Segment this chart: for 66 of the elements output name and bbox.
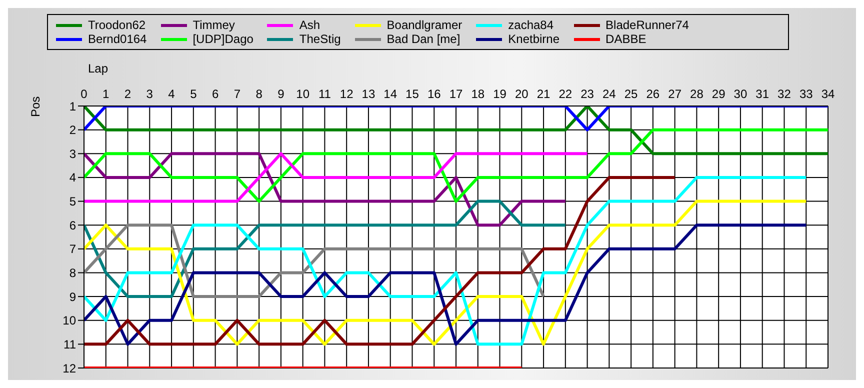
x-tick-label: 4 [168, 87, 176, 101]
y-axis-title: Pos [28, 96, 42, 117]
legend-label: Troodon62 [88, 18, 146, 32]
x-tick-label: 25 [624, 87, 638, 101]
line-series [84, 200, 567, 298]
x-tick-label: 30 [734, 87, 748, 101]
legend-label: Boandlgramer [386, 18, 462, 32]
x-tick-label: 7 [234, 87, 241, 101]
x-tick-label: 23 [580, 87, 594, 101]
x-tick-label: 2 [124, 87, 132, 101]
x-tick-label: 12 [340, 87, 354, 101]
x-tick-label: 15 [406, 87, 420, 101]
legend-label: Bernd0164 [88, 32, 147, 46]
y-tick-label: 7 [69, 242, 76, 256]
y-tick-label: 1 [69, 99, 76, 114]
x-tick-label: 21 [536, 87, 551, 101]
x-tick-label: 31 [756, 87, 770, 101]
y-tick-label: 5 [69, 194, 76, 209]
x-tick-label: 20 [514, 87, 529, 101]
x-tick-label: 26 [646, 87, 660, 101]
y-tick-label: 9 [69, 290, 76, 304]
legend-label: zacha84 [508, 18, 554, 32]
y-tick-label: 8 [69, 266, 76, 280]
legend-label: [UDP]Dago [192, 32, 254, 46]
x-tick-label: 16 [427, 87, 442, 101]
x-tick-label: 32 [778, 87, 792, 101]
legend-label: Timmey [192, 18, 235, 32]
y-tick-label: 4 [69, 170, 76, 185]
x-tick-label: 18 [471, 87, 485, 101]
y-tick-label: 6 [69, 218, 76, 232]
x-tick-label: 17 [449, 87, 463, 101]
line-series [84, 176, 676, 346]
x-tick-label: 10 [296, 87, 310, 101]
line-series [84, 224, 808, 346]
x-tick-label: 27 [668, 87, 682, 101]
legend-label: BladeRunner74 [606, 18, 689, 32]
x-tick-label: 14 [384, 87, 398, 101]
x-tick-label: 5 [190, 87, 198, 101]
x-tick-label: 22 [558, 87, 572, 101]
line-series [84, 224, 546, 298]
legend-label: Bad Dan [me] [386, 32, 460, 46]
y-tick-label: 10 [62, 314, 76, 328]
legend-label: Ash [299, 18, 320, 32]
y-tick-label: 3 [69, 146, 76, 161]
x-tick-label: 1 [102, 87, 110, 101]
x-tick-label: 28 [690, 87, 704, 101]
x-tick-label: 0 [80, 87, 88, 101]
x-tick-label: 24 [602, 87, 616, 101]
legend-label: DABBE [606, 32, 646, 46]
x-tick-label: 34 [821, 87, 835, 101]
line-series [84, 152, 567, 227]
x-tick-label: 13 [362, 87, 376, 101]
x-tick-label: 8 [256, 87, 263, 101]
y-tick-label: 11 [64, 337, 76, 352]
x-tick-label: 19 [493, 87, 507, 101]
x-tick-label: 3 [146, 87, 154, 101]
x-tick-label: 6 [212, 87, 219, 101]
y-tick-label: 12 [62, 361, 76, 376]
y-tick-label: 2 [69, 123, 76, 138]
x-tick-label: 33 [799, 87, 814, 101]
legend-label: TheStig [299, 32, 341, 46]
x-axis-title: Lap [88, 62, 108, 76]
x-tick-label: 9 [278, 87, 285, 101]
x-tick-label: 29 [712, 87, 726, 101]
legend-label: Knetbirne [508, 32, 560, 46]
x-tick-label: 11 [318, 87, 332, 101]
